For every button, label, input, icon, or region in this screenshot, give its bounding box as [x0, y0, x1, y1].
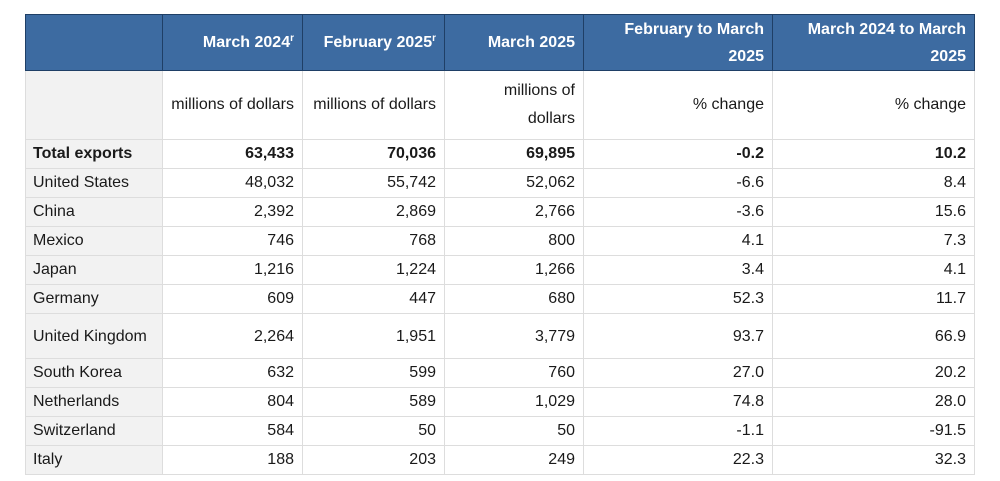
value-march-2024: 63,433: [162, 139, 303, 169]
units-cell: % change: [772, 70, 975, 140]
table-body: Total exports 63,433 70,036 69,895 -0.2 10.2 U…: [25, 139, 975, 475]
value-feb-to-mar-change: 3.4: [583, 255, 773, 285]
value-february-2025: 1,224: [302, 255, 445, 285]
country-name: Netherlands: [25, 387, 163, 417]
value-feb-to-mar-change: 74.8: [583, 387, 773, 417]
header-row: March 2024r February 2025r March 2025 Fe…: [25, 14, 975, 71]
country-name: Switzerland: [25, 416, 163, 446]
value-march-2024: 609: [162, 284, 303, 314]
exports-table-container: March 2024r February 2025r March 2025 Fe…: [25, 14, 975, 475]
value-year-over-year-change: 32.3: [772, 445, 975, 475]
value-february-2025: 599: [302, 358, 445, 388]
country-name: Total exports: [25, 139, 163, 169]
country-name: Germany: [25, 284, 163, 314]
value-march-2025: 1,266: [444, 255, 584, 285]
value-march-2025: 800: [444, 226, 584, 256]
value-march-2024: 48,032: [162, 168, 303, 198]
value-february-2025: 203: [302, 445, 445, 475]
header-mar-2024-to-mar-2025: March 2024 to March 2025: [772, 14, 975, 71]
value-march-2024: 1,216: [162, 255, 303, 285]
country-name: South Korea: [25, 358, 163, 388]
value-year-over-year-change: 11.7: [772, 284, 975, 314]
value-march-2025: 249: [444, 445, 584, 475]
country-name: Italy: [25, 445, 163, 475]
value-march-2025: 760: [444, 358, 584, 388]
value-year-over-year-change: 10.2: [772, 139, 975, 169]
units-cell: millions of dollars: [162, 70, 303, 140]
value-feb-to-mar-change: 27.0: [583, 358, 773, 388]
value-march-2024: 584: [162, 416, 303, 446]
units-cell: % change: [583, 70, 773, 140]
value-feb-to-mar-change: -0.2: [583, 139, 773, 169]
units-row: millions of dollars millions of dollars …: [25, 70, 975, 140]
header-march-2025: March 2025: [444, 14, 584, 71]
country-name: Mexico: [25, 226, 163, 256]
value-march-2025: 1,029: [444, 387, 584, 417]
value-feb-to-mar-change: 93.7: [583, 313, 773, 359]
value-february-2025: 589: [302, 387, 445, 417]
value-february-2025: 50: [302, 416, 445, 446]
value-year-over-year-change: 20.2: [772, 358, 975, 388]
value-year-over-year-change: 28.0: [772, 387, 975, 417]
value-year-over-year-change: -91.5: [772, 416, 975, 446]
value-february-2025: 447: [302, 284, 445, 314]
value-february-2025: 2,869: [302, 197, 445, 227]
value-march-2024: 2,264: [162, 313, 303, 359]
table-row: Mexico 746 768 800 4.1 7.3: [25, 226, 975, 256]
table-row: China 2,392 2,869 2,766 -3.6 15.6: [25, 197, 975, 227]
header-march-2024: March 2024r: [162, 14, 303, 71]
country-name: China: [25, 197, 163, 227]
value-february-2025: 768: [302, 226, 445, 256]
table-row: Netherlands 804 589 1,029 74.8 28.0: [25, 387, 975, 417]
country-name: United Kingdom: [25, 313, 163, 359]
value-year-over-year-change: 15.6: [772, 197, 975, 227]
value-march-2024: 804: [162, 387, 303, 417]
header-february-2025: February 2025r: [302, 14, 445, 71]
value-year-over-year-change: 7.3: [772, 226, 975, 256]
value-march-2025: 50: [444, 416, 584, 446]
header-feb-to-mar-2025: February to March 2025: [583, 14, 773, 71]
value-feb-to-mar-change: -6.6: [583, 168, 773, 198]
table-row: Switzerland 584 50 50 -1.1 -91.5: [25, 416, 975, 446]
value-feb-to-mar-change: -1.1: [583, 416, 773, 446]
table-row: Japan 1,216 1,224 1,266 3.4 4.1: [25, 255, 975, 285]
value-march-2024: 746: [162, 226, 303, 256]
value-march-2024: 2,392: [162, 197, 303, 227]
table-row: United States 48,032 55,742 52,062 -6.6 8.4: [25, 168, 975, 198]
table-row: Germany 609 447 680 52.3 11.7: [25, 284, 975, 314]
value-feb-to-mar-change: 52.3: [583, 284, 773, 314]
value-march-2024: 632: [162, 358, 303, 388]
table-row: United Kingdom 2,264 1,951 3,779 93.7 66.9: [25, 313, 975, 359]
country-name: United States: [25, 168, 163, 198]
value-march-2025: 52,062: [444, 168, 584, 198]
value-march-2025: 3,779: [444, 313, 584, 359]
value-feb-to-mar-change: 4.1: [583, 226, 773, 256]
value-february-2025: 70,036: [302, 139, 445, 169]
total-row: Total exports 63,433 70,036 69,895 -0.2 10.2: [25, 139, 975, 169]
value-year-over-year-change: 66.9: [772, 313, 975, 359]
table-row: Italy 188 203 249 22.3 32.3: [25, 445, 975, 475]
units-cell: millions of dollars: [302, 70, 445, 140]
value-march-2024: 188: [162, 445, 303, 475]
value-feb-to-mar-change: 22.3: [583, 445, 773, 475]
value-march-2025: 2,766: [444, 197, 584, 227]
table-row: South Korea 632 599 760 27.0 20.2: [25, 358, 975, 388]
value-year-over-year-change: 4.1: [772, 255, 975, 285]
header-blank-cell: [25, 14, 163, 71]
exports-table: March 2024r February 2025r March 2025 Fe…: [25, 14, 975, 475]
value-february-2025: 55,742: [302, 168, 445, 198]
value-february-2025: 1,951: [302, 313, 445, 359]
value-feb-to-mar-change: -3.6: [583, 197, 773, 227]
value-march-2025: 69,895: [444, 139, 584, 169]
value-march-2025: 680: [444, 284, 584, 314]
units-cell: millions of dollars: [444, 70, 584, 140]
value-year-over-year-change: 8.4: [772, 168, 975, 198]
country-name: Japan: [25, 255, 163, 285]
units-blank-cell: [25, 70, 163, 140]
